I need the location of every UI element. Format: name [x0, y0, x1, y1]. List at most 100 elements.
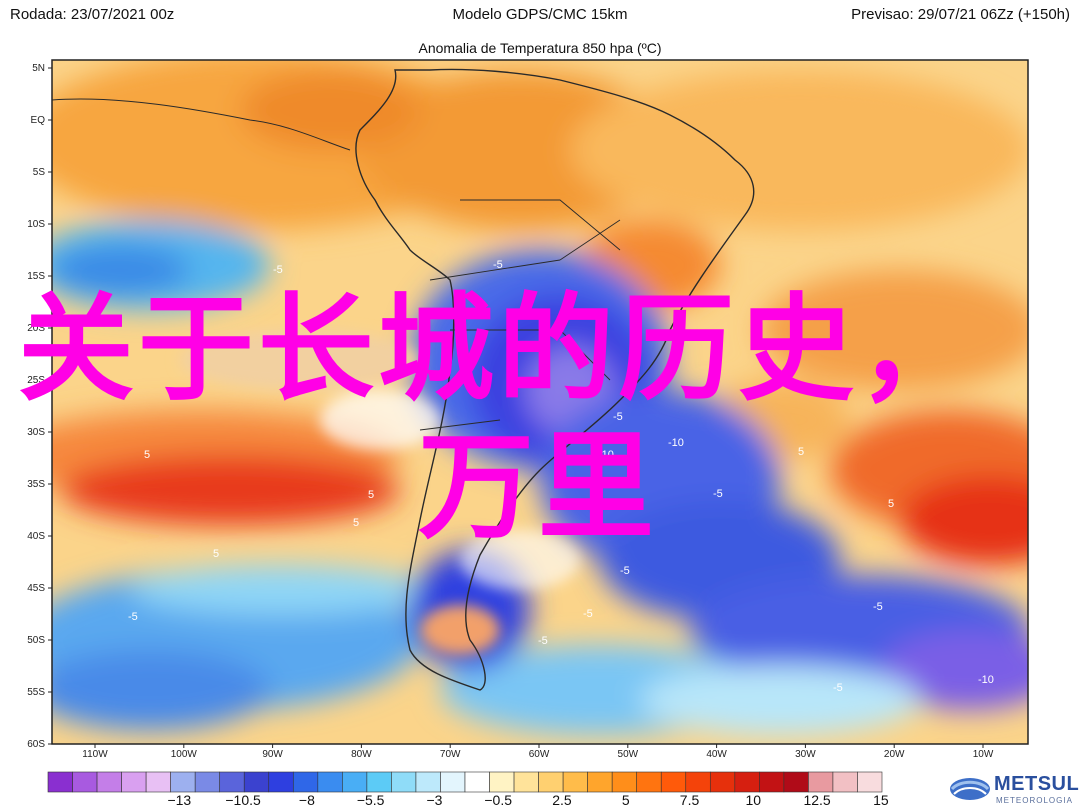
colorbar-cell	[685, 771, 711, 793]
overlay-title-line2: 万里	[418, 420, 658, 555]
lat-label: 30S	[27, 427, 45, 438]
colorbar-tick-label: −10.5	[225, 792, 261, 808]
contour-label: -5	[833, 682, 843, 694]
colorbar-tick-label: 10	[746, 792, 762, 808]
lon-label: 20W	[884, 749, 905, 760]
contour-label: -5	[620, 565, 630, 577]
contour-label: -5	[493, 259, 503, 271]
lat-label: 20S	[27, 323, 45, 334]
colorbar-cell	[489, 771, 515, 793]
colorbar-tick-label: 12.5	[803, 792, 830, 808]
colorbar-cell	[219, 771, 245, 793]
colorbar-cell	[317, 771, 343, 793]
brand-tagline: METEOROLOGIA	[996, 796, 1073, 805]
lon-label: 40W	[706, 749, 727, 760]
anomaly-field: -5 -5 -5 -5 -10 -10 -5 -5 -5 -5 -5 -5 -10 -10 5 5 5 5 5 5	[52, 60, 1079, 744]
lat-label: 55S	[27, 687, 45, 698]
contour-label: -5	[273, 264, 283, 276]
lon-label: 50W	[618, 749, 639, 760]
colorbar-cell	[292, 771, 319, 793]
contour-label: -5	[538, 635, 548, 647]
colorbar-cell	[391, 771, 417, 793]
colorbar-cell	[759, 771, 785, 793]
colorbar: −13 −10.5 −8 −5.5 −3 −0.5 2.5 5 7.5 10 12.5 15	[47, 771, 889, 808]
colorbar-cell	[587, 771, 613, 793]
lat-label: 5N	[32, 63, 45, 74]
colorbar-cell	[611, 771, 638, 793]
colorbar-cell	[72, 771, 98, 793]
contour-label: -5	[873, 601, 883, 613]
colorbar-cell	[145, 771, 171, 793]
colorbar-tick-label: −0.5	[484, 792, 512, 808]
map-frame	[51, 59, 1029, 745]
colorbar-tick-label: −8	[299, 792, 315, 808]
contour-label: -5	[128, 611, 138, 623]
overlay-title-line1: 关于长城的历史，	[18, 282, 978, 417]
contour-label: 5	[213, 548, 219, 560]
colorbar-cell	[194, 771, 221, 793]
colorbar-tick-label: 15	[873, 792, 889, 808]
contour-label: -10	[978, 674, 994, 686]
lon-label: 110W	[82, 749, 108, 760]
colorbar-cell	[562, 771, 588, 793]
colorbar-cell	[268, 771, 294, 793]
contour-label: 5	[888, 498, 894, 510]
lat-label: 35S	[27, 479, 45, 490]
colorbar-cell	[538, 771, 564, 793]
colorbar-tick-label: 7.5	[680, 792, 700, 808]
contour-label: -10	[668, 437, 684, 449]
colorbar-cell	[513, 771, 539, 793]
colorbar-cell	[342, 771, 368, 793]
contour-label: 5	[798, 446, 804, 458]
lat-label: 5S	[33, 167, 46, 178]
colorbar-tick-label: 5	[622, 792, 630, 808]
colorbar-tick-label: −5.5	[357, 792, 385, 808]
colorbar-cell	[243, 771, 270, 793]
colorbar-cell	[709, 771, 736, 793]
lon-label: 100W	[171, 749, 198, 760]
colorbar-cell	[440, 771, 466, 793]
contour-label: 5	[353, 517, 359, 529]
colorbar-tick-label: 2.5	[552, 792, 572, 808]
colorbar-cell	[832, 771, 858, 793]
lon-label: 90W	[262, 749, 283, 760]
contour-labels: -5 -5 -5 -5 -10 -10 -5 -5 -5 -5 -5 -5 -10 -10 5 5 5 5 5 5	[128, 259, 1079, 694]
lon-label: 80W	[351, 749, 372, 760]
contour-label: 5	[144, 449, 150, 461]
contour-label: -10	[598, 449, 614, 461]
colorbar-cell	[734, 771, 760, 793]
lat-label: 15S	[27, 271, 45, 282]
colorbar-cell	[636, 771, 662, 793]
lat-label: 50S	[27, 635, 45, 646]
lon-label: 70W	[440, 749, 461, 760]
model-name: Modelo GDPS/CMC 15km	[452, 6, 628, 23]
colorbar-cell	[121, 771, 147, 793]
colorbar-tick-label: −3	[426, 792, 442, 808]
colorbar-cell	[464, 771, 490, 793]
colorbar-tick-label: −13	[167, 792, 191, 808]
longitude-axis: 110W 100W 90W 80W 70W 60W 50W 40W 30W 20W 10W	[82, 744, 994, 760]
lat-label: 25S	[27, 375, 45, 386]
colorbar-cell	[415, 771, 441, 793]
run-date: Rodada: 23/07/2021 00z	[10, 6, 175, 23]
lon-label: 10W	[973, 749, 994, 760]
colorbar-cell	[783, 771, 809, 793]
colorbar-cell	[857, 771, 883, 793]
colorbar-cell	[366, 771, 392, 793]
contour-label: -5	[613, 411, 623, 423]
colorbar-cell	[96, 771, 122, 793]
country-borders	[419, 199, 621, 431]
colorbar-cell	[660, 771, 687, 793]
lon-label: 60W	[529, 749, 550, 760]
lat-label: 60S	[27, 739, 45, 750]
colorbar-cell	[170, 771, 196, 793]
map-title: Anomalia de Temperatura 850 hpa (ºC)	[418, 40, 662, 56]
lat-label: 45S	[27, 583, 45, 594]
contour-label: -10	[1063, 654, 1079, 666]
contour-label: -5	[583, 608, 593, 620]
forecast-time: Previsao: 29/07/21 06Zz (+150h)	[851, 6, 1070, 23]
contour-label: -5	[713, 488, 723, 500]
lat-label: EQ	[31, 115, 46, 126]
coastline	[355, 68, 755, 691]
